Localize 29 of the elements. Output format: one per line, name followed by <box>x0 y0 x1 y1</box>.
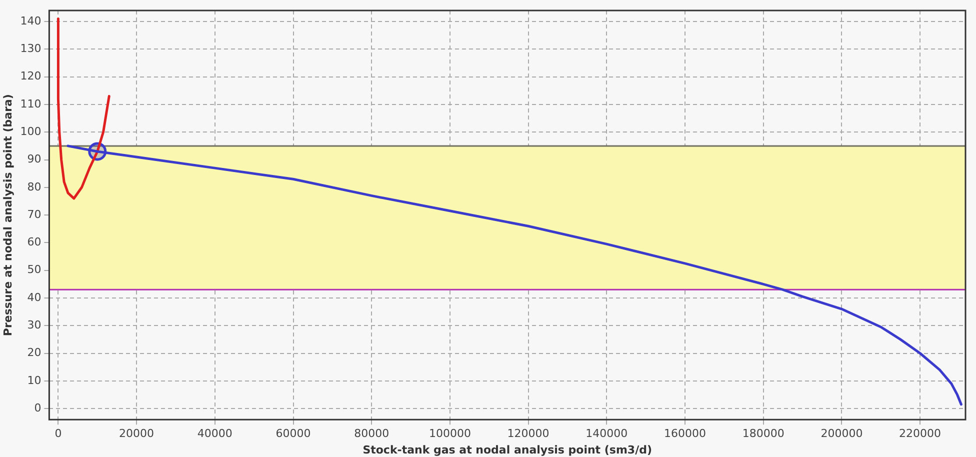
x-tick-label: 80000 <box>354 427 390 440</box>
x-tick-label: 220000 <box>899 427 942 440</box>
x-tick-label: 0 <box>54 427 62 440</box>
y-tick-label: 40 <box>27 290 42 304</box>
x-tick-label: 20000 <box>119 427 154 440</box>
y-tick-label: 140 <box>20 14 42 28</box>
x-axis-title: Stock-tank gas at nodal analysis point (sm3/d) <box>362 443 652 456</box>
y-tick-label: 80 <box>27 180 42 194</box>
y-tick-label: 20 <box>27 346 42 360</box>
x-tick-label: 140000 <box>586 427 628 440</box>
y-tick-label: 130 <box>20 42 42 56</box>
y-tick-label: 70 <box>27 208 42 221</box>
y-tick-label: 100 <box>20 124 42 138</box>
y-tick-label: 10 <box>27 374 42 387</box>
y-tick-label: 90 <box>27 152 42 166</box>
x-tick-label: 60000 <box>276 427 311 440</box>
y-axis-title: Pressure at nodal analysis point (bara) <box>1 94 14 336</box>
x-tick-label: 40000 <box>197 427 232 440</box>
y-tick-label: 120 <box>20 70 42 83</box>
y-tick-label: 50 <box>27 263 42 276</box>
x-tick-label: 180000 <box>742 427 784 440</box>
x-tick-label: 120000 <box>507 427 550 440</box>
x-tick-label: 200000 <box>820 427 863 440</box>
x-tick-label: 160000 <box>664 427 706 440</box>
y-tick-label: 30 <box>27 318 42 332</box>
x-tick-label: 100000 <box>428 427 471 440</box>
y-tick-label: 110 <box>20 97 42 110</box>
y-tick-label: 60 <box>27 236 42 249</box>
y-tick-label: 0 <box>34 401 42 414</box>
